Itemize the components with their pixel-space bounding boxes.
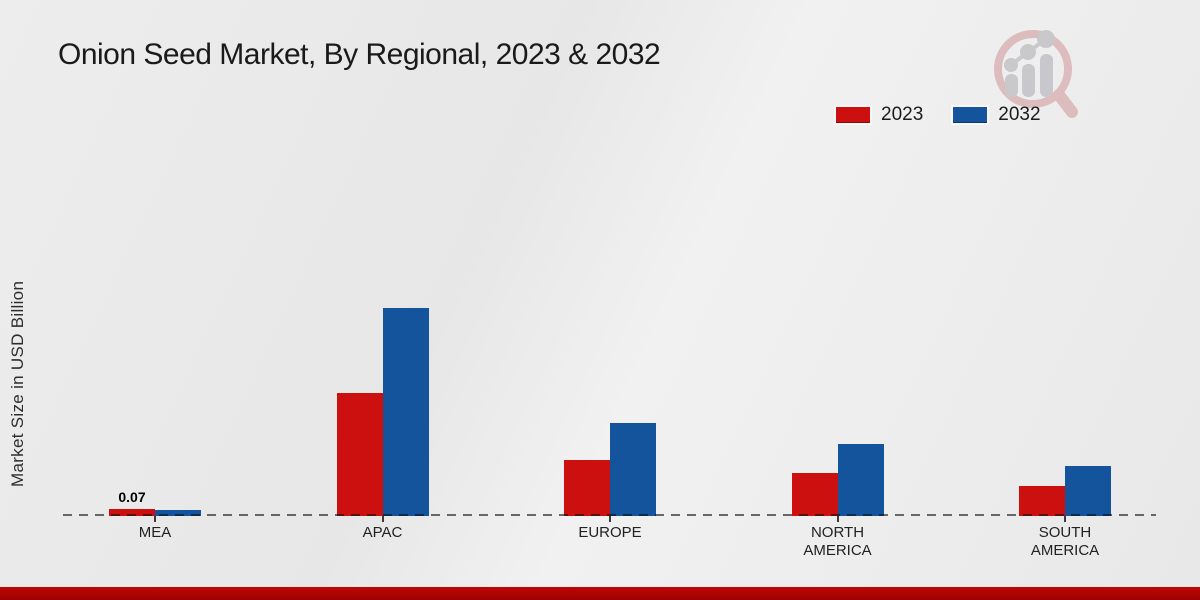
bar-2023-north-america[interactable] [791,473,838,516]
bar-2023-apac[interactable] [336,393,383,516]
x-axis-baseline [63,514,1156,516]
bar-2032-apac[interactable] [382,308,429,516]
legend-item-2023: 2023 [836,104,923,126]
chart-title: Onion Seed Market, By Regional, 2023 & 2… [58,38,661,71]
x-axis-tick [1064,516,1066,522]
category-label-apac: APAC [362,524,403,541]
bar-2023-south-america[interactable] [1019,486,1065,516]
legend-label-2032: 2032 [998,104,1041,125]
legend-swatch-2023 [836,107,870,123]
category-label-south-america: SOUTH AMERICA [1030,524,1100,559]
x-axis-tick [154,516,156,522]
footer-accent-bar [0,587,1200,600]
bar-2032-mea[interactable] [155,510,201,516]
bar-2032-south-america[interactable] [1065,466,1111,516]
x-axis-tick [381,516,384,522]
x-axis-tick [609,516,611,522]
legend-label-2023: 2023 [881,104,924,125]
x-axis-tick [836,516,839,522]
category-label-north-america: NORTH AMERICA [803,524,872,559]
chart-legend: 2023 2032 [836,104,1041,126]
bar-2032-europe[interactable] [610,423,656,516]
bar-2023-mea[interactable] [109,509,155,516]
legend-item-2032: 2032 [953,104,1041,126]
bar-value-label: 0.07 [118,489,146,505]
bar-2032-north-america[interactable] [837,444,884,516]
category-label-europe: EUROPE [578,524,642,541]
category-label-mea: MEA [138,524,172,541]
legend-swatch-2032 [953,107,988,123]
bar-2023-europe[interactable] [564,460,610,516]
market-research-logo-icon [994,30,1078,118]
